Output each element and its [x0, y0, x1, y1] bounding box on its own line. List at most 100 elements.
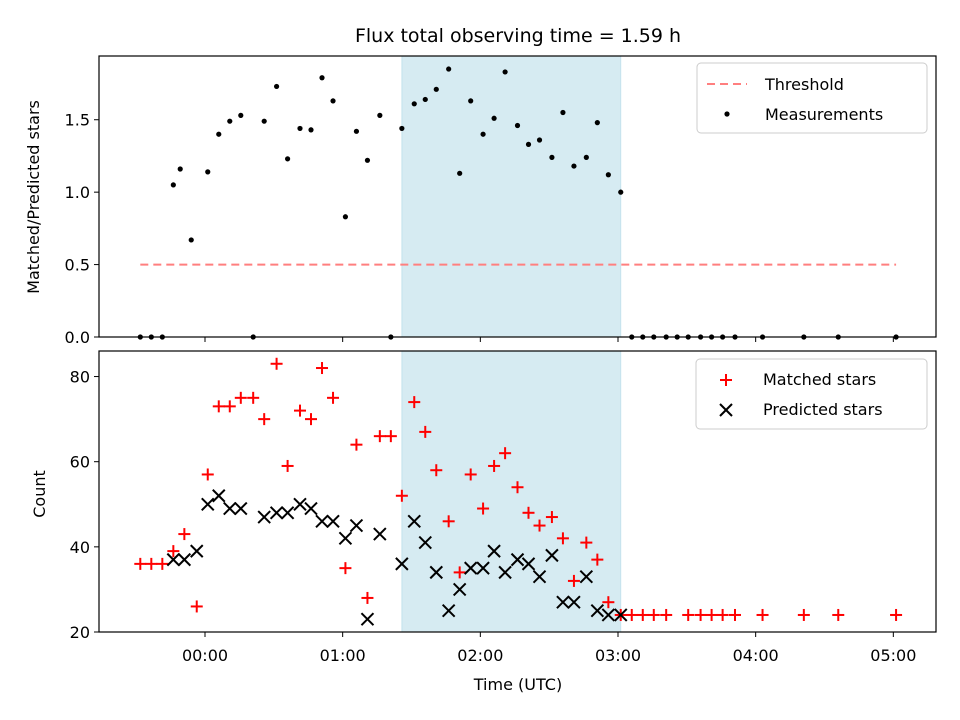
- measurements-point: [549, 154, 555, 160]
- matched-stars-point: [556, 532, 569, 545]
- x-tick-label: 02:00: [457, 646, 503, 665]
- matched-stars-point: [832, 608, 845, 621]
- matched-stars-point: [190, 600, 203, 613]
- legend-matched-swatch: [720, 374, 732, 386]
- matched-stars-point: [464, 468, 477, 481]
- predicted-stars-point: [452, 582, 467, 597]
- matched-stars-point: [293, 404, 306, 417]
- matched-stars-point: [339, 562, 352, 575]
- matched-stars-point: [647, 608, 660, 621]
- measurements-point: [227, 118, 233, 124]
- matched-stars-point: [705, 608, 718, 621]
- predicted-stars-point: [510, 552, 525, 567]
- predicted-stars-point: [487, 544, 501, 558]
- measurements-point: [411, 101, 417, 107]
- matched-stars-point: [477, 502, 490, 515]
- matched-stars-point: [522, 506, 535, 519]
- predicted-stars-point: [190, 544, 204, 558]
- measurements-point: [177, 166, 183, 172]
- x-tick-label: 05:00: [870, 646, 916, 665]
- top-legend: Threshold Measurements: [696, 62, 928, 134]
- legend-threshold-label: Threshold: [764, 75, 844, 94]
- predicted-stars-point: [532, 569, 547, 584]
- predicted-stars-point: [463, 561, 478, 575]
- measurements-point: [514, 122, 521, 129]
- bottom-y-tick-label: 20: [70, 623, 90, 642]
- measurements-point: [330, 98, 336, 104]
- bottom-y-tick-label: 60: [70, 453, 90, 472]
- matched-stars-point: [234, 391, 247, 404]
- matched-stars-point: [201, 468, 214, 481]
- measurements-point: [571, 163, 577, 169]
- measurements-point: [446, 66, 452, 72]
- predicted-stars-point: [166, 552, 181, 567]
- bottom-panel-frame: [98, 350, 937, 633]
- predicted-stars-point: [521, 557, 536, 571]
- matched-stars-point: [223, 400, 236, 413]
- matched-stars-point: [327, 391, 340, 404]
- predicted-stars-point: [579, 569, 594, 584]
- measurements-point: [457, 170, 463, 176]
- matched-stars-point: [395, 489, 408, 502]
- matched-stars-point: [145, 557, 158, 570]
- predicted-stars-point: [476, 561, 490, 575]
- measurements-point: [433, 86, 439, 92]
- predicted-stars-point: [304, 501, 318, 516]
- matched-stars-point: [178, 528, 191, 541]
- measurements-point: [377, 112, 383, 118]
- predicted-stars-point: [407, 514, 421, 529]
- measurements-point: [285, 156, 291, 162]
- measurements-point: [238, 112, 244, 118]
- x-tick-label: 04:00: [733, 646, 779, 665]
- predicted-stars-point: [269, 506, 284, 520]
- measurements-point: [480, 131, 486, 137]
- measurements-point: [491, 115, 497, 121]
- measurements-point: [399, 125, 405, 132]
- predicted-stars-point: [280, 506, 295, 520]
- measurements-point: [536, 137, 543, 143]
- predicted-stars-point: [601, 608, 616, 622]
- matched-stars-point: [408, 396, 421, 409]
- predicted-stars-point: [257, 510, 271, 524]
- matched-stars-point: [258, 413, 271, 426]
- measurements-point: [216, 131, 222, 137]
- predicted-stars-point: [395, 557, 409, 571]
- x-axis-label: Time (UTC): [473, 675, 562, 694]
- predicted-stars-point: [418, 535, 432, 550]
- matched-stars-point: [305, 413, 318, 426]
- matched-stars-point: [533, 519, 546, 532]
- predicted-stars-point: [373, 527, 387, 541]
- x-tick-label: 00:00: [182, 646, 228, 665]
- bottom-legend: Matched stars Predicted stars: [695, 358, 928, 430]
- measurements-point: [308, 127, 314, 133]
- predicted-stars-point: [201, 497, 215, 511]
- legend-measurements-swatch: [724, 111, 730, 117]
- predicted-stars-point: [326, 514, 340, 529]
- predicted-stars-point: [293, 497, 307, 511]
- predicted-stars-point: [567, 595, 581, 609]
- top-y-axis-label: Matched/Predicted stars: [24, 100, 43, 294]
- top-y-tick-label: 1.0: [65, 183, 90, 202]
- predicted-stars-point: [590, 604, 605, 618]
- predicted-stars-point: [545, 548, 559, 563]
- measurements-point: [297, 125, 303, 132]
- matched-stars-point: [247, 391, 260, 404]
- matched-stars-point: [350, 438, 363, 451]
- predicted-stars-point: [338, 531, 353, 546]
- matched-stars-point: [729, 608, 742, 621]
- legend-predicted-label: Predicted stars: [763, 400, 883, 419]
- measurements-point: [261, 118, 267, 124]
- measurements-point: [605, 172, 611, 178]
- measurements-point: [205, 169, 211, 175]
- matched-stars-point: [167, 545, 180, 558]
- top-panel-frame: [98, 55, 937, 338]
- measurements-point: [618, 189, 624, 195]
- matched-stars-point: [442, 515, 455, 528]
- matched-stars-point: [580, 536, 593, 549]
- matched-stars-point: [625, 608, 638, 621]
- matched-stars-point: [419, 425, 432, 438]
- measurements-point: [342, 214, 349, 220]
- top-y-tick-label: 0.5: [65, 256, 90, 275]
